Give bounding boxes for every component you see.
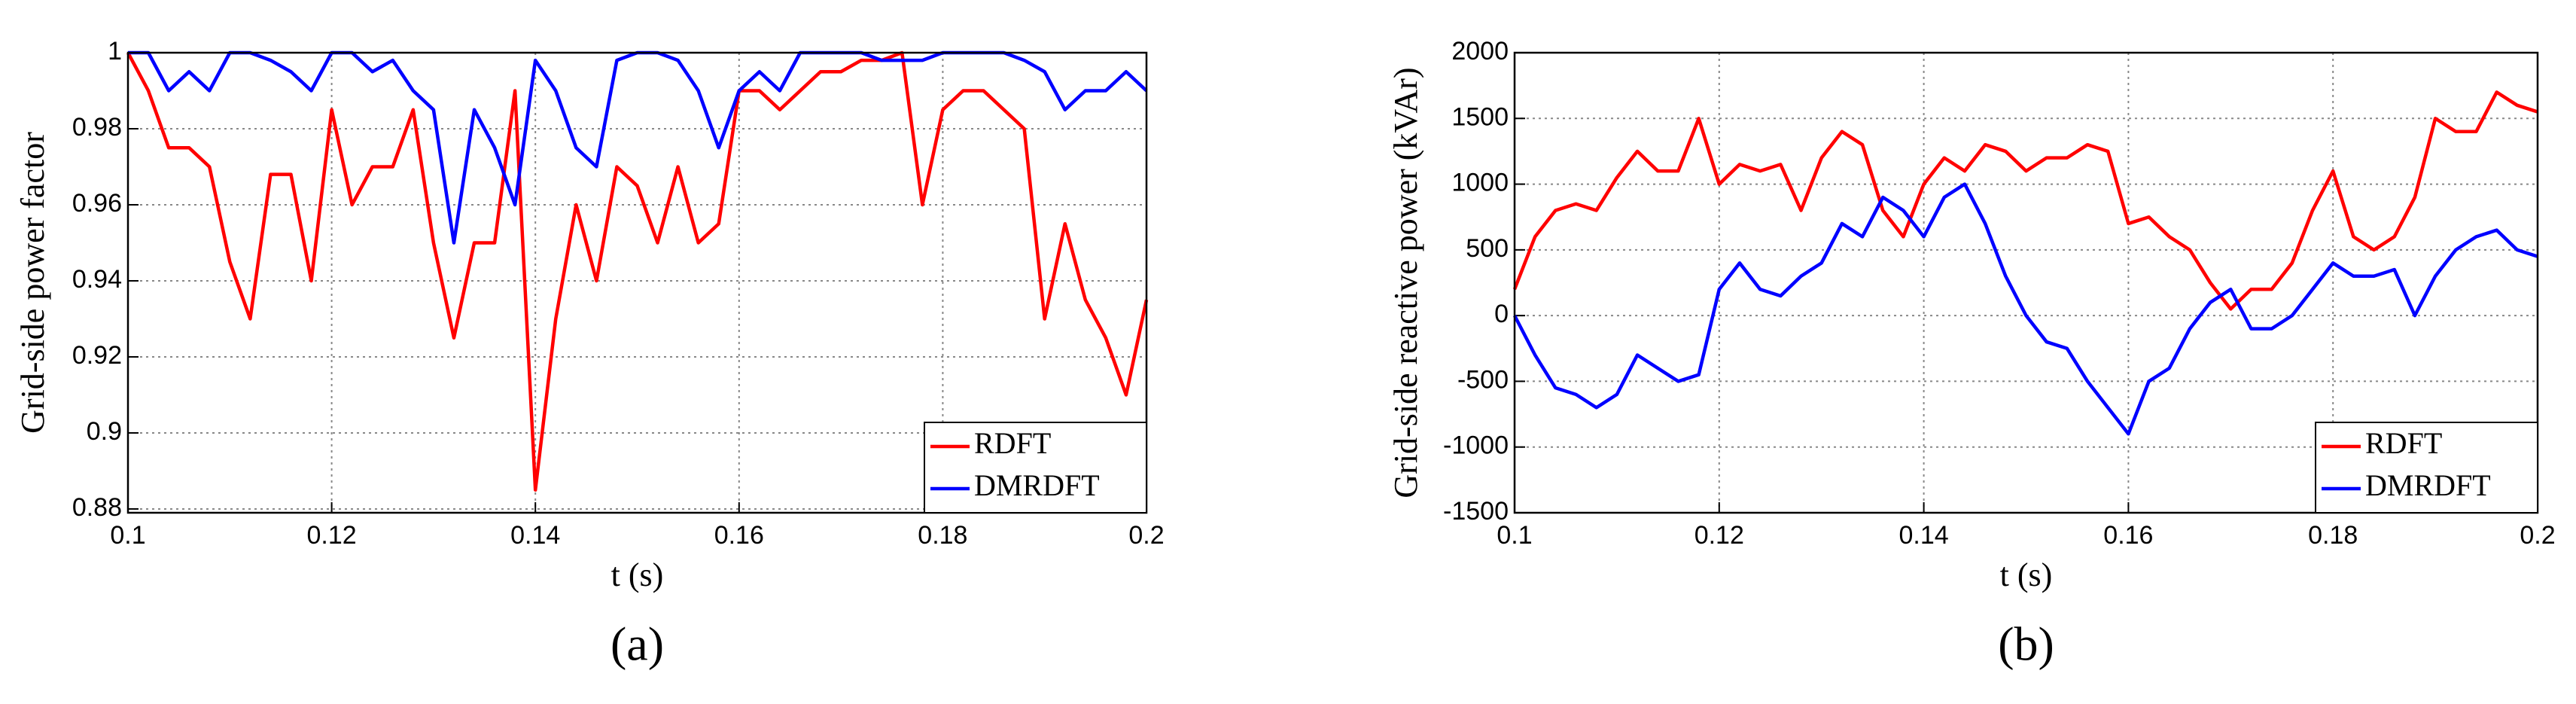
data-line [126, 50, 1149, 492]
y-tick-label: 1500 [1451, 102, 1509, 131]
y-tick-label: 1000 [1451, 169, 1509, 197]
x-tick-label: 0.1 [1497, 521, 1532, 550]
y-tick-label: -1000 [1443, 431, 1509, 460]
data-line [1512, 90, 2538, 311]
y-tick-label: 0.94 [72, 265, 122, 294]
x-tick-label: 0.12 [307, 521, 357, 550]
x-tick-label: 0.18 [2308, 521, 2358, 550]
y-axis-label: Grid-side power factor [14, 132, 51, 434]
plot-frame [1513, 51, 2539, 514]
legend-label: RDFT [2365, 426, 2442, 460]
y-tick-label: 0 [1494, 300, 1509, 328]
legend-box [2315, 422, 2538, 514]
x-tick-label: 0.16 [714, 521, 764, 550]
x-axis-label: t (s) [611, 556, 664, 593]
y-tick-label: 500 [1466, 234, 1509, 263]
x-tick-label: 0.14 [510, 521, 560, 550]
x-tick-label: 0.1 [110, 521, 145, 550]
y-tick-label: 2000 [1451, 37, 1509, 66]
legend-label: RDFT [974, 426, 1051, 460]
x-tick-label: 0.12 [1694, 521, 1744, 550]
data-line [128, 50, 1148, 245]
y-tick-label: 0.88 [72, 493, 122, 522]
legend-box [924, 422, 1147, 514]
legend-label: DMRDFT [2365, 468, 2491, 502]
y-tick-label: 0.9 [87, 417, 122, 446]
x-tick-label: 0.16 [2103, 521, 2153, 550]
y-tick-label: -1500 [1443, 497, 1509, 526]
x-tick-label: 0.14 [1899, 521, 1949, 550]
panel-label: (a) [611, 617, 664, 671]
plot-frame [126, 51, 1148, 514]
panel-label: (b) [1998, 617, 2054, 671]
y-tick-label: -500 [1457, 365, 1509, 394]
y-tick-label: 1 [108, 37, 122, 66]
y-tick-label: 0.98 [72, 113, 122, 142]
x-tick-label: 0.2 [2520, 521, 2555, 550]
x-axis-label: t (s) [2000, 556, 2053, 593]
y-axis-label: Grid-side reactive power (kVAr) [1387, 67, 1424, 498]
data-line [1513, 182, 2538, 436]
x-tick-label: 0.18 [918, 521, 967, 550]
y-tick-label: 0.96 [72, 189, 122, 218]
y-tick-label: 0.92 [72, 341, 122, 370]
legend-label: DMRDFT [974, 468, 1100, 502]
x-tick-label: 0.2 [1128, 521, 1164, 550]
